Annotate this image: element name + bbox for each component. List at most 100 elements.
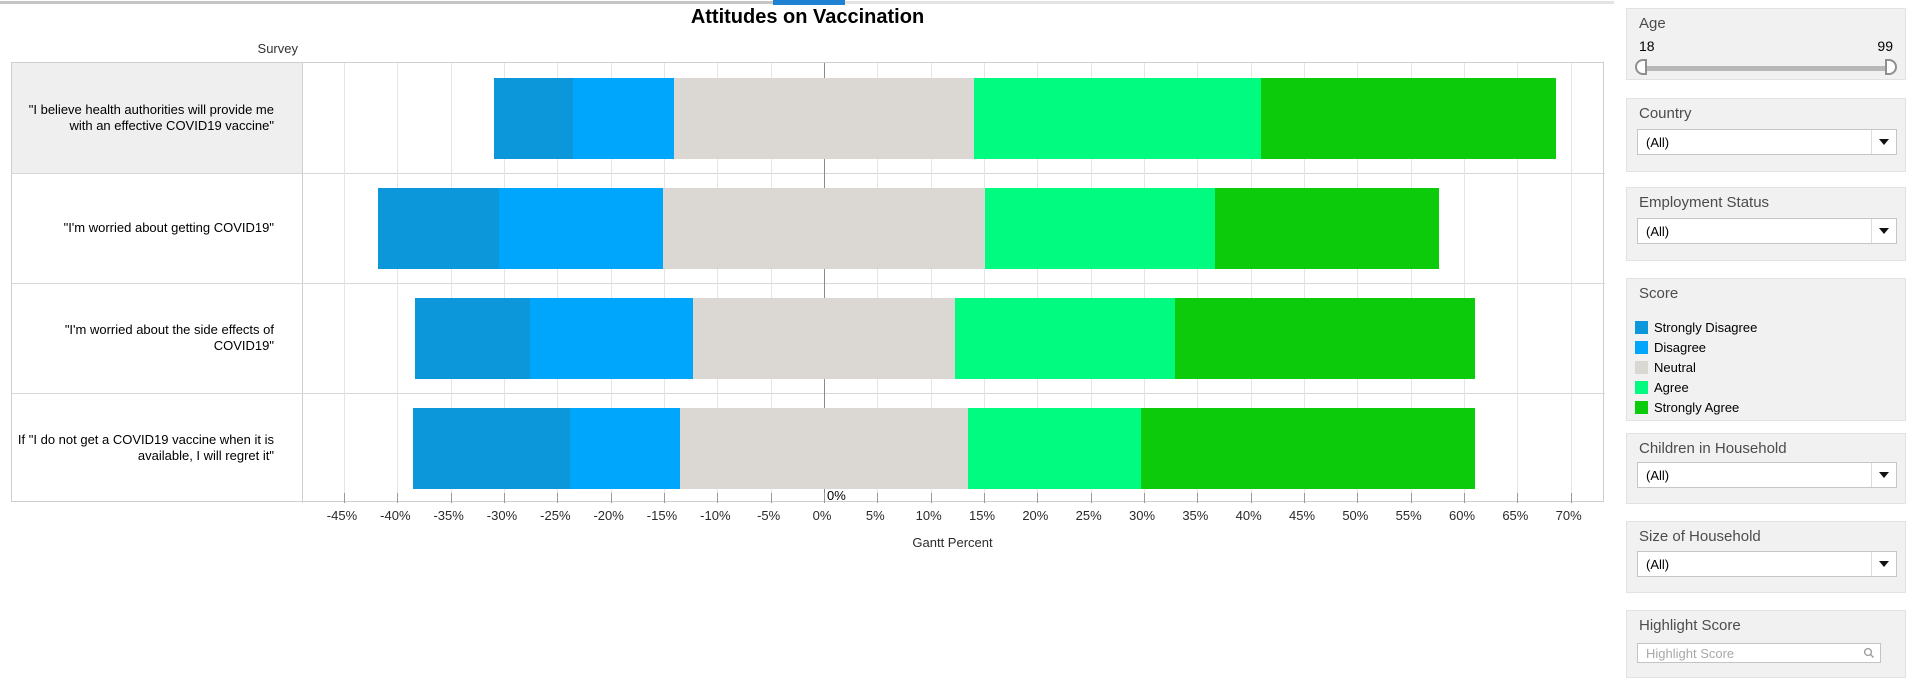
bar-segment-disagree[interactable] <box>570 408 680 489</box>
x-tick-label: 20% <box>1022 508 1049 523</box>
household-filter-title: Size of Household <box>1639 528 1761 545</box>
row-label[interactable]: "I'm worried about the side effects of C… <box>64 322 274 353</box>
row-label[interactable]: "I'm worried about getting COVID19" <box>63 220 274 235</box>
x-tick-label: -20% <box>593 508 624 523</box>
employment-dropdown[interactable]: (All) <box>1637 218 1897 244</box>
axis-tick <box>1357 493 1359 503</box>
household-dropdown-button[interactable] <box>1871 552 1896 576</box>
axis-tick <box>450 493 452 503</box>
row-header-highlight <box>12 63 302 173</box>
age-slider-handle-right[interactable] <box>1885 59 1897 75</box>
x-tick-label: 30% <box>1128 508 1156 523</box>
row-label[interactable]: "I believe health authorities will provi… <box>28 102 274 133</box>
bar-segment-strongly-disagree[interactable] <box>493 78 573 159</box>
household-dropdown[interactable]: (All) <box>1637 551 1897 577</box>
chart-card: "I believe health authorities will provi… <box>11 62 1605 503</box>
gridline <box>610 63 612 503</box>
bar-segment-disagree[interactable] <box>498 188 663 269</box>
x-tick-label: -35% <box>433 508 464 523</box>
x-tick-label: -15% <box>646 508 678 523</box>
children-dropdown[interactable]: (All) <box>1637 462 1897 488</box>
score-legend-items: Strongly Disagree Disagree Neutral Agree Str… <box>1635 317 1897 417</box>
gridline <box>343 63 345 503</box>
bar-segment-agree[interactable] <box>973 78 1261 159</box>
x-tick-label: -30% <box>486 508 518 523</box>
search-icon <box>1862 646 1880 660</box>
bar-segment-strongly-disagree[interactable] <box>378 188 499 269</box>
legend-label: Neutral <box>1654 359 1696 375</box>
x-tick-label: 35% <box>1182 508 1209 523</box>
legend-item-strongly-disagree[interactable]: Strongly Disagree <box>1635 317 1897 337</box>
legend-label: Disagree <box>1654 339 1707 355</box>
age-slider-handle-left[interactable] <box>1635 59 1647 75</box>
gridline <box>877 63 879 503</box>
row-divider <box>12 393 1605 394</box>
highlight-score-search[interactable] <box>1637 643 1881 663</box>
top-scrollbar[interactable] <box>0 0 1614 5</box>
legend-item-disagree[interactable]: Disagree <box>1635 337 1897 357</box>
bar-segment-neutral[interactable] <box>693 298 955 379</box>
bar-segment-agree[interactable] <box>968 408 1141 489</box>
x-tick-label: 60% <box>1448 508 1476 523</box>
x-tick-label: 15% <box>968 508 996 523</box>
row-divider <box>12 283 1605 284</box>
bar-segment-neutral[interactable] <box>674 78 974 159</box>
bar-segment-strongly-disagree[interactable] <box>413 408 571 489</box>
legend-swatch <box>1635 400 1648 414</box>
gridline <box>770 63 772 503</box>
highlight-score-input[interactable] <box>1638 645 1862 661</box>
highlight-score-title: Highlight Score <box>1639 617 1741 634</box>
gridline <box>1090 63 1092 503</box>
top-scrollbar-track-left[interactable] <box>0 1 773 4</box>
top-scrollbar-thumb[interactable] <box>773 0 845 5</box>
legend-item-strongly-agree[interactable]: Strongly Agree <box>1635 397 1897 417</box>
filter-card-household: Size of Household (All) <box>1626 521 1906 593</box>
bar-segment-agree[interactable] <box>985 188 1216 269</box>
row-label[interactable]: If "I do not get a COVID19 vaccine when … <box>17 432 274 463</box>
bar-segment-strongly-agree[interactable] <box>1140 408 1475 489</box>
legend-card-score: Score Strongly Disagree Disagree Neutral Ag… <box>1626 278 1906 421</box>
axis-tick <box>557 493 559 503</box>
axis-tick <box>1197 493 1199 503</box>
bar-segment-strongly-agree[interactable] <box>1260 78 1557 159</box>
bar-segment-neutral[interactable] <box>662 188 986 269</box>
bar-segment-strongly-agree[interactable] <box>1215 188 1440 269</box>
axis-tick <box>1090 493 1092 503</box>
page-title: Attitudes on Vaccination <box>690 6 925 28</box>
country-dropdown[interactable]: (All) <box>1637 129 1897 155</box>
employment-dropdown-button[interactable] <box>1871 219 1896 243</box>
x-tick-label: 40% <box>1235 508 1262 523</box>
country-dropdown-button[interactable] <box>1871 130 1896 154</box>
gridline <box>1410 63 1412 503</box>
gridline <box>1570 63 1572 503</box>
x-tick-label: 65% <box>1502 508 1529 523</box>
gridline <box>1517 63 1519 503</box>
axis-tick <box>1304 493 1305 503</box>
legend-swatch <box>1635 360 1648 374</box>
legend-item-agree[interactable]: Agree <box>1635 377 1897 397</box>
gridline <box>1357 63 1359 503</box>
bar-segment-disagree[interactable] <box>572 78 675 159</box>
x-tick-label: -45% <box>326 508 358 523</box>
top-scrollbar-track-right[interactable] <box>845 1 1614 4</box>
bar-segment-disagree[interactable] <box>530 298 694 379</box>
filter-card-children: Children in Household (All) <box>1626 433 1906 504</box>
zero-line <box>824 63 825 503</box>
x-tick-label: -5% <box>757 508 781 523</box>
gridline <box>1464 63 1465 503</box>
axis-tick <box>824 493 825 503</box>
age-filter-title: Age <box>1639 15 1666 32</box>
x-axis-title: Gantt Percent <box>912 535 993 550</box>
bar-segment-agree[interactable] <box>954 298 1176 379</box>
filter-card-country: Country (All) <box>1626 98 1906 172</box>
age-slider-track[interactable] <box>1637 66 1895 71</box>
children-dropdown-button[interactable] <box>1871 463 1896 487</box>
axis-tick <box>1037 493 1039 503</box>
axis-tick <box>1570 493 1572 503</box>
bar-segment-neutral[interactable] <box>679 408 968 489</box>
gridline <box>1197 63 1199 503</box>
axis-tick <box>877 493 879 503</box>
legend-item-neutral[interactable]: Neutral <box>1635 357 1897 377</box>
bar-segment-strongly-agree[interactable] <box>1175 298 1476 379</box>
bar-segment-strongly-disagree[interactable] <box>414 298 531 379</box>
